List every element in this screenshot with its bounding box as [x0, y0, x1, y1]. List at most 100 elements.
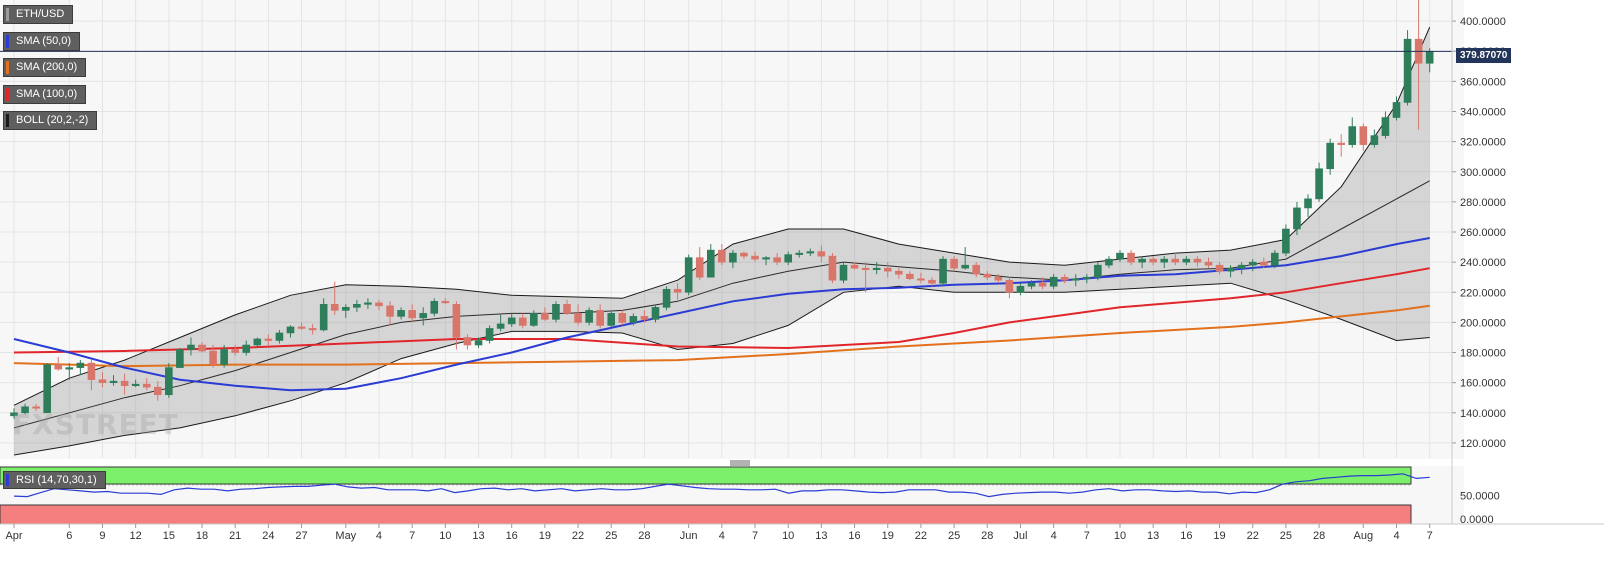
- candle-body: [751, 255, 759, 260]
- price-axis[interactable]: 400.0000380.0000360.0000340.0000320.0000…: [1452, 16, 1506, 450]
- symbol-badge[interactable]: ETH/USD: [3, 5, 74, 24]
- panel-resize-handle[interactable]: [730, 460, 750, 466]
- candle: [1193, 256, 1202, 267]
- candle: [21, 403, 29, 415]
- candle: [1160, 256, 1169, 269]
- candle: [1359, 123, 1368, 151]
- candle-body: [319, 304, 328, 331]
- legend-sma-200[interactable]: SMA (200,0): [3, 58, 87, 77]
- candle: [651, 304, 660, 323]
- candle-body: [530, 313, 538, 326]
- candle-body: [1171, 258, 1180, 263]
- candle: [319, 298, 328, 332]
- candle-body: [684, 257, 693, 293]
- rsi-axis: 50.0000 0.0000: [1460, 491, 1500, 527]
- price-axis-label: 240.0000: [1460, 257, 1506, 269]
- candle: [961, 247, 969, 270]
- candle-body: [463, 337, 472, 346]
- candle-body: [1060, 276, 1069, 281]
- candle: [386, 301, 394, 326]
- candle-body: [950, 258, 958, 269]
- candle: [928, 277, 936, 287]
- time-axis-label: May: [335, 530, 356, 542]
- candle: [419, 307, 428, 326]
- candle-body: [165, 367, 173, 396]
- legend-sma-100[interactable]: SMA (100,0): [3, 85, 87, 104]
- candle: [1071, 274, 1080, 287]
- time-axis-label: 25: [948, 530, 960, 542]
- candle: [718, 244, 726, 266]
- candle: [275, 329, 284, 344]
- candle: [353, 299, 361, 312]
- candle-body: [474, 340, 483, 346]
- time-axis-label: Jul: [1013, 530, 1027, 542]
- candle-body: [1138, 258, 1146, 263]
- candle: [1226, 265, 1235, 278]
- candle-body: [906, 273, 914, 280]
- candle: [308, 323, 317, 335]
- legend-bollinger[interactable]: BOLL (20,2,-2): [3, 111, 98, 130]
- candle-body: [264, 338, 273, 341]
- candle: [54, 357, 63, 371]
- candle-body: [1348, 126, 1357, 145]
- time-axis-label: 21: [229, 530, 241, 542]
- candle: [408, 304, 416, 323]
- candle: [817, 245, 826, 263]
- candle-body: [353, 304, 361, 308]
- candle: [828, 253, 837, 284]
- time-axis-label: 13: [1147, 530, 1159, 542]
- candle: [1005, 277, 1014, 299]
- panel-separator: [0, 459, 1604, 465]
- candle-body: [817, 251, 826, 257]
- candle: [1127, 250, 1135, 266]
- legend-sma-50[interactable]: SMA (50,0): [3, 32, 81, 51]
- candle: [1403, 30, 1412, 106]
- candle: [673, 283, 682, 300]
- sma-100-label: SMA (100,0): [16, 88, 78, 100]
- time-axis-label: 19: [882, 530, 894, 542]
- candle: [1259, 257, 1268, 269]
- candle: [1237, 262, 1246, 275]
- candle: [994, 274, 1003, 284]
- sma-200-label: SMA (200,0): [16, 61, 78, 73]
- candle: [607, 310, 616, 327]
- sma-50-swatch: [6, 35, 9, 48]
- candle: [1027, 280, 1036, 290]
- legend-rsi[interactable]: RSI (14,70,30,1): [3, 471, 106, 489]
- candle-body: [850, 264, 859, 269]
- candle-body: [651, 307, 660, 320]
- symbol-label: ETH/USD: [16, 8, 65, 20]
- candle: [142, 378, 151, 391]
- time-axis-label: 25: [605, 530, 617, 542]
- candle: [1381, 111, 1390, 139]
- candle-body: [297, 326, 306, 329]
- candle-body: [883, 267, 892, 272]
- candle: [917, 272, 925, 284]
- candle-body: [596, 310, 604, 326]
- candle: [441, 298, 450, 305]
- candle-body: [939, 258, 947, 284]
- candle-body: [142, 383, 151, 388]
- candle: [165, 363, 173, 398]
- candle: [751, 251, 759, 263]
- time-axis[interactable]: Apr 6 9 12 15 18 21 24 27 May 4 7 10 13 16 19 22 25 28 Jun 4…: [0, 523, 1604, 542]
- candle-body: [983, 273, 992, 278]
- time-axis-label: 7: [752, 530, 758, 542]
- candle-body: [662, 288, 671, 308]
- candle: [883, 262, 892, 278]
- candle: [1171, 253, 1180, 266]
- candle-body: [740, 252, 748, 257]
- candle-body: [507, 317, 516, 325]
- candle-body: [1226, 267, 1235, 272]
- candle: [1204, 257, 1213, 269]
- candle-body: [375, 302, 383, 307]
- candle-body: [695, 257, 704, 278]
- time-axis-label: Apr: [5, 530, 22, 542]
- candle-body: [1083, 276, 1091, 280]
- candle: [1337, 134, 1345, 157]
- candle-body: [1315, 168, 1323, 200]
- candle-body: [1149, 258, 1157, 263]
- time-axis-label: 13: [815, 530, 827, 542]
- candle-body: [364, 302, 372, 305]
